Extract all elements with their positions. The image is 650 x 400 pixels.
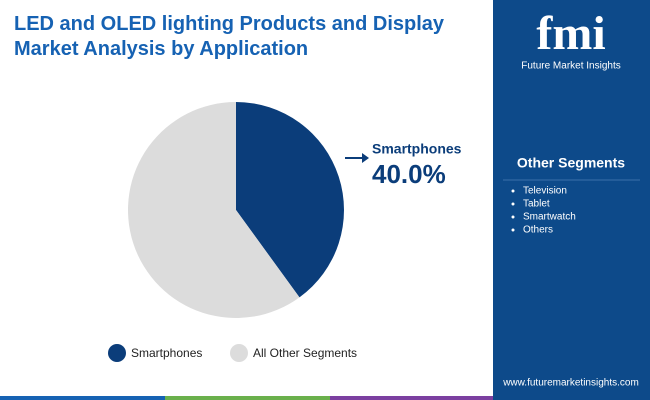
logo-name: Future Market Insights xyxy=(521,61,620,72)
footer-strip xyxy=(165,396,330,400)
sidebar-item: Television xyxy=(523,186,567,197)
callout-label: Smartphones xyxy=(372,141,462,157)
bullet xyxy=(511,189,515,193)
pie-slice xyxy=(236,102,344,298)
bullet xyxy=(511,202,515,206)
callout-value: 40.0% xyxy=(372,159,446,189)
sidebar-item: Others xyxy=(523,225,553,236)
footer-strip xyxy=(330,396,493,400)
bullet xyxy=(511,215,515,219)
sidebar-title: Other Segments xyxy=(517,155,625,171)
legend-swatch xyxy=(108,344,126,362)
logo-mark: fmi xyxy=(536,7,605,60)
legend-label: All Other Segments xyxy=(253,346,357,360)
bullet xyxy=(511,228,515,232)
sidebar-item: Tablet xyxy=(523,199,550,210)
footer-strip xyxy=(0,396,165,400)
sidebar-panel xyxy=(493,0,650,400)
legend-label: Smartphones xyxy=(131,346,202,360)
pie-slice xyxy=(128,102,300,318)
chart-title: LED and OLED lighting Products and Displ… xyxy=(14,13,445,60)
legend-swatch xyxy=(230,344,248,362)
callout-arrowhead xyxy=(362,153,369,163)
footer-url: www.futuremarketinsights.com xyxy=(502,378,639,389)
sidebar-item: Smartwatch xyxy=(523,212,576,223)
